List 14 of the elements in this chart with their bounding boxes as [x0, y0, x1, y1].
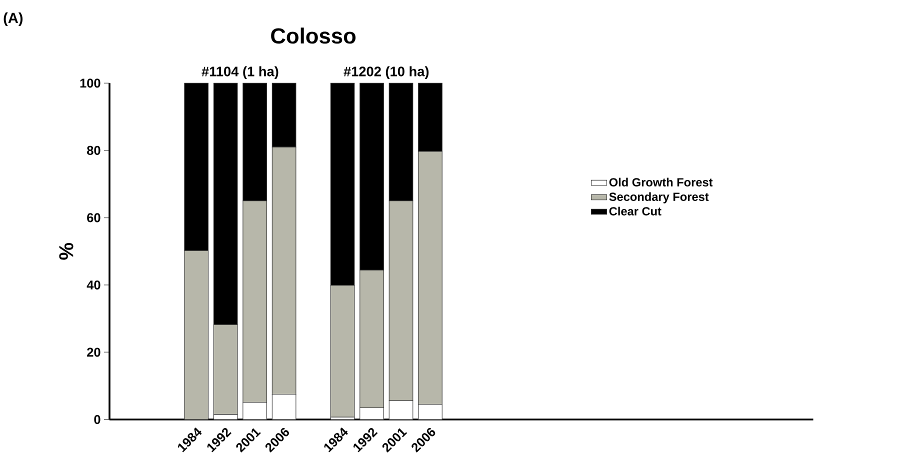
y-axis-title: % — [59, 242, 74, 260]
text: (A) — [4, 12, 23, 26]
legend-label: Secondary Forest — [609, 192, 709, 204]
chart-title: Colosso — [271, 28, 356, 44]
legend-label: Clear Cut — [609, 206, 662, 216]
y-tick-label: 20 — [87, 348, 100, 357]
y-tick-label: 60 — [87, 213, 100, 222]
legend-label: Old Growth Forest — [609, 178, 713, 186]
text: #1202 (10 ha) — [344, 66, 429, 79]
y-tick-label: 80 — [87, 146, 100, 155]
text: #1104 (1 ha) — [202, 66, 278, 79]
y-tick-label: 100 — [80, 78, 100, 88]
y-tick-label: 40 — [86, 280, 100, 290]
y-tick-label: 0 — [94, 414, 100, 424]
